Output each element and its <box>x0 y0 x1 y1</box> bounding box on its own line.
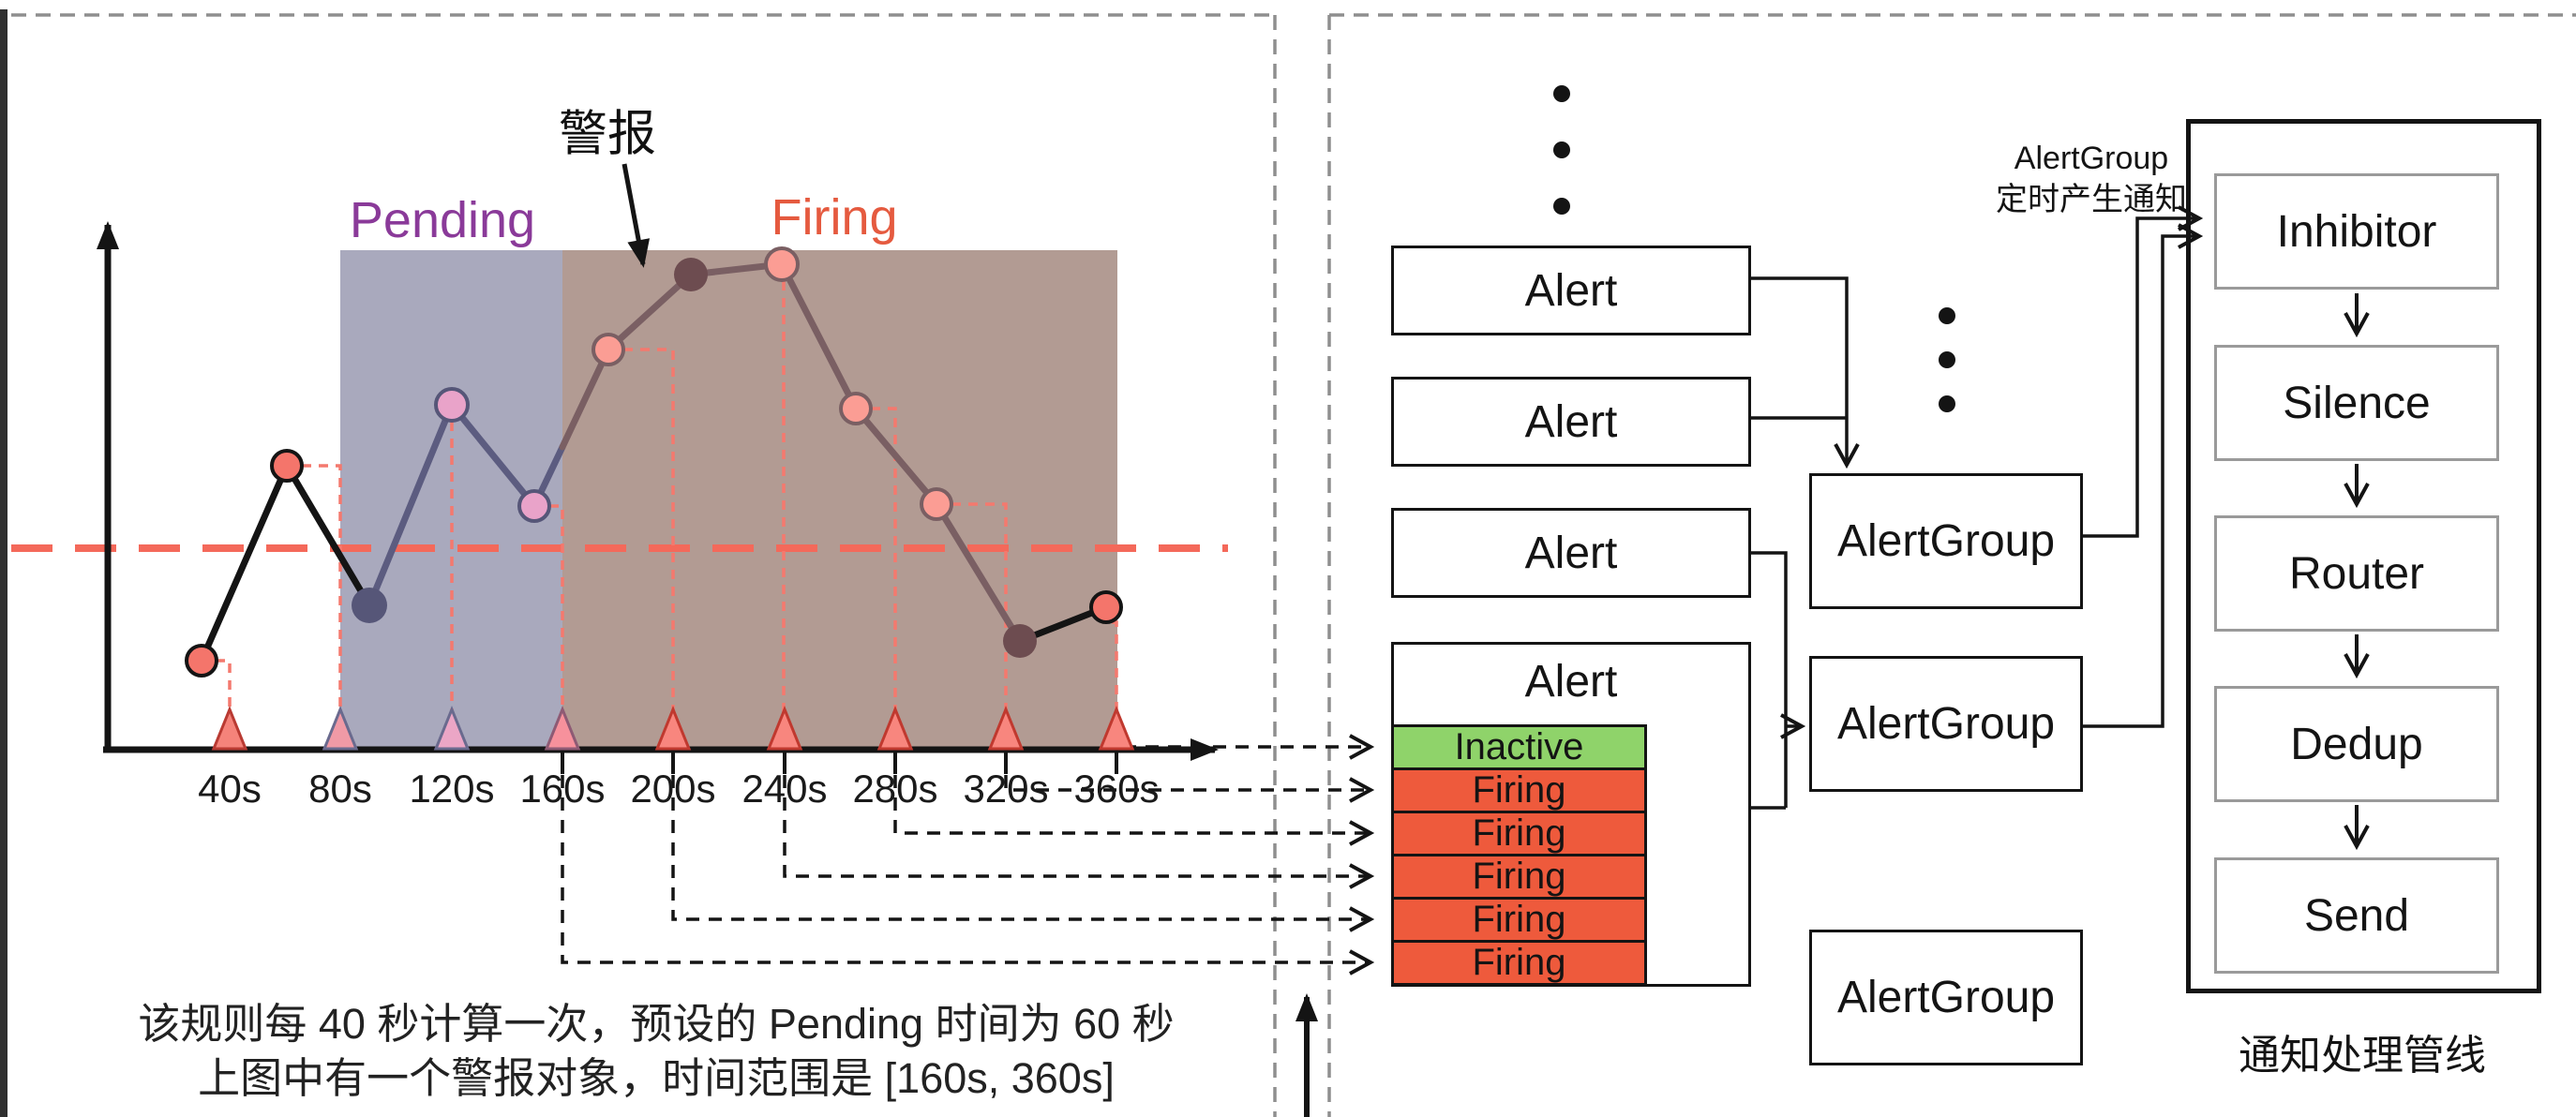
pending-region-label: Pending <box>349 192 536 248</box>
annotation-arrow <box>622 163 651 268</box>
alertgroup-box-label: AlertGroup <box>1836 973 2056 1022</box>
alert-box-label: Alert <box>1524 528 1618 578</box>
state-row-label: Firing <box>1472 899 1566 940</box>
alert-annotation-label: 警报 <box>558 107 657 162</box>
alertgroup-box-label: AlertGroup <box>1836 699 2056 749</box>
x-tick-label: 280s <box>852 767 938 811</box>
pipeline-stage-silence: Silence <box>2214 345 2499 461</box>
alert-box-2: Alert <box>1391 377 1751 467</box>
left-edge-bar <box>0 9 7 1117</box>
pipeline-stage-label: Dedup <box>2290 719 2423 769</box>
pipeline-stage-label: Inhibitor <box>2276 206 2437 257</box>
state-row-firing: Firing <box>1391 811 1647 856</box>
pipeline-stage-label: Router <box>2288 548 2425 599</box>
pipeline-caption: 通知处理管线 <box>2239 1033 2486 1079</box>
x-tick-label: 360s <box>1073 767 1160 811</box>
state-row-label: Firing <box>1472 769 1566 811</box>
alert-box-3: Alert <box>1391 508 1751 598</box>
alertgroup-note: AlertGroup 定时产生通知 <box>1993 139 2190 220</box>
alert-box-label: Alert <box>1524 657 1618 707</box>
pipeline-box <box>2186 119 2541 993</box>
alert-box-label: Alert <box>1524 396 1618 447</box>
x-tick-label: 120s <box>409 767 495 811</box>
x-axis-tick-marks <box>561 752 1118 774</box>
state-row-firing: Firing <box>1391 767 1647 813</box>
state-row-inactive: Inactive <box>1391 724 1647 770</box>
x-tick-label: 240s <box>741 767 828 811</box>
alertgroup-note-line2: 定时产生通知 <box>1996 181 2187 217</box>
pipeline-stage-dedup: Dedup <box>2214 686 2499 802</box>
metric-points <box>185 246 1123 678</box>
ellipsis-icon <box>1553 85 1955 412</box>
pipeline-stage-label: Silence <box>2283 378 2431 428</box>
alertgroup-box-label: AlertGroup <box>1836 516 2056 566</box>
alert-box-1: Alert <box>1391 246 1751 335</box>
chart-caption-line2: 上图中有一个警报对象，时间范围是 [160s, 360s] <box>198 1054 1115 1102</box>
firing-region-label: Firing <box>771 189 898 246</box>
state-row-label: Inactive <box>1454 726 1584 767</box>
pipeline-stage-inhibitor: Inhibitor <box>2214 173 2499 290</box>
state-row-firing: Firing <box>1391 897 1647 943</box>
alert-box-label: Alert <box>1524 265 1618 316</box>
state-row-firing: Firing <box>1391 940 1647 986</box>
pipeline-stage-label: Send <box>2303 890 2410 941</box>
alertgroup-box-3: AlertGroup <box>1809 930 2083 1065</box>
state-row-firing: Firing <box>1391 854 1647 900</box>
pipeline-stage-router: Router <box>2214 515 2499 632</box>
firing-region <box>562 250 1117 750</box>
state-row-label: Firing <box>1472 942 1566 983</box>
x-tick-label: 40s <box>198 767 262 811</box>
alertgroup-box-1: AlertGroup <box>1809 473 2083 609</box>
pipeline-stage-send: Send <box>2214 857 2499 974</box>
x-tick-label: 80s <box>308 767 372 811</box>
sample-triangles <box>211 706 1135 751</box>
alertgroup-box-2: AlertGroup <box>1809 656 2083 792</box>
x-tick-label: 320s <box>963 767 1049 811</box>
flow-connectors <box>1751 205 2204 810</box>
x-tick-label: 160s <box>519 767 606 811</box>
state-row-label: Firing <box>1472 856 1566 897</box>
x-tick-label: 200s <box>630 767 716 811</box>
alertgroup-note-line1: AlertGroup <box>2014 141 2169 176</box>
chart-caption-line1: 该规则每 40 秒计算一次，预设的 Pending 时间为 60 秒 <box>138 1000 1175 1048</box>
state-row-label: Firing <box>1472 812 1566 854</box>
